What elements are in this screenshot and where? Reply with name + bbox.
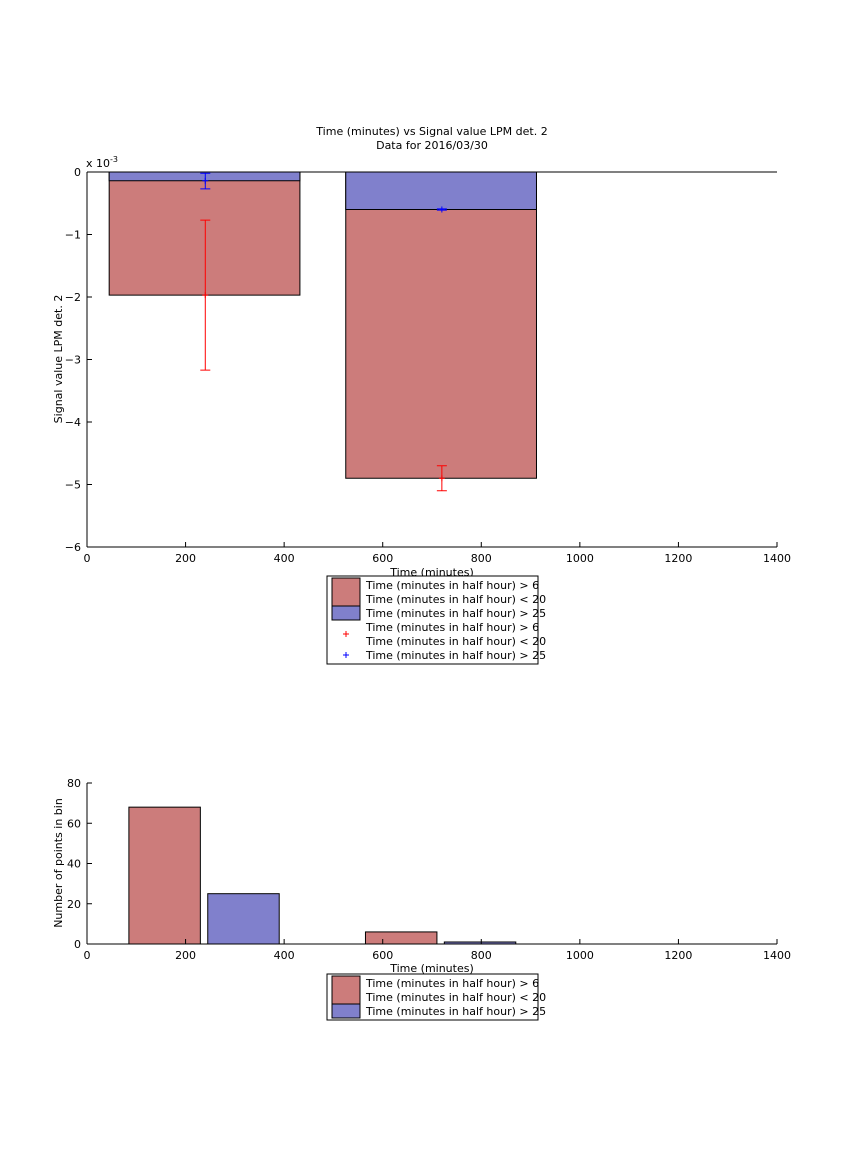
bar-red xyxy=(345,171,537,479)
count-bars xyxy=(128,806,517,945)
y-tick-label: −6 xyxy=(65,541,81,554)
legend-swatch-blue xyxy=(331,605,361,621)
y-tick-label: −1 xyxy=(65,229,81,242)
legend-label: Time (minutes in half hour) > 6 xyxy=(365,621,539,634)
signal-bars xyxy=(108,171,537,479)
y-exponent-base: x 10 xyxy=(86,157,110,170)
legend-box xyxy=(326,575,539,665)
legend-swatch-red xyxy=(331,577,361,607)
x-tick-label: 1000 xyxy=(566,949,594,962)
legend-label: Time (minutes in half hour) > 6 xyxy=(365,579,539,592)
y-tick-label: −5 xyxy=(65,479,81,492)
x-tick-label: 1400 xyxy=(763,949,791,962)
y-tick-label: 20 xyxy=(67,898,81,911)
legend-label: Time (minutes in half hour) > 25 xyxy=(365,1005,546,1018)
x-tick-label: 600 xyxy=(372,949,393,962)
legend-label: Time (minutes in half hour) < 20 xyxy=(365,635,546,648)
signal-chart: Time (minutes) vs Signal value LPM det. … xyxy=(52,125,791,665)
x-tick-label: 200 xyxy=(175,552,196,565)
x-axis-label: Time (minutes) xyxy=(389,962,474,975)
chart-title: Time (minutes) vs Signal value LPM det. … xyxy=(315,125,547,138)
x-tick-label: 200 xyxy=(175,949,196,962)
chart-subtitle: Data for 2016/03/30 xyxy=(376,139,488,152)
bar-red xyxy=(364,931,438,945)
y-tick-label: −3 xyxy=(65,354,81,367)
x-tick-label: 1000 xyxy=(566,552,594,565)
legend-swatch-blue xyxy=(331,1003,361,1019)
y-axis-label: Number of points in bin xyxy=(52,798,65,928)
y-tick-label: 40 xyxy=(67,858,81,871)
x-tick-label: 400 xyxy=(274,949,295,962)
y-tick-label: 0 xyxy=(74,938,81,951)
legend-swatch-red xyxy=(331,975,361,1005)
count-axes: 0 200 400 600 800 1000 1200 1400 0 20 40 60 80 xyxy=(67,777,791,962)
signal-error-bars xyxy=(200,172,447,492)
x-tick-label: 800 xyxy=(471,949,492,962)
y-tick-label: −4 xyxy=(65,416,81,429)
legend-label: Time (minutes in half hour) > 25 xyxy=(365,607,546,620)
x-tick-label: 800 xyxy=(471,552,492,565)
x-tick-label: 0 xyxy=(84,552,91,565)
y-tick-label: 60 xyxy=(67,817,81,830)
legend-label: Time (minutes in half hour) < 20 xyxy=(365,593,546,606)
y-tick-label: 80 xyxy=(67,777,81,790)
bar-red xyxy=(108,171,301,296)
y-tick-label: 0 xyxy=(74,166,81,179)
x-tick-label: 1200 xyxy=(664,949,692,962)
bar-blue xyxy=(345,171,537,210)
count-chart: 0 200 400 600 800 1000 1200 1400 0 20 40 60 80 Time … xyxy=(52,777,791,1021)
legend-label: Time (minutes in half hour) < 20 xyxy=(365,991,546,1004)
x-tick-label: 0 xyxy=(84,949,91,962)
legend-box xyxy=(326,973,539,1021)
y-axis-label: Signal value LPM det. 2 xyxy=(52,295,65,424)
x-tick-label: 400 xyxy=(274,552,295,565)
y-exponent-label: x 10-3 xyxy=(86,155,118,170)
y-tick-label: −2 xyxy=(65,291,81,304)
bar-blue xyxy=(207,893,280,945)
x-tick-label: 600 xyxy=(372,552,393,565)
y-exponent-power: -3 xyxy=(110,155,118,164)
signal-axes: 0 200 400 600 800 1000 1200 1400 0 −1 −2 −3 −4 −5 −6 xyxy=(65,166,791,565)
legend-label: Time (minutes in half hour) > 25 xyxy=(365,649,546,662)
bar-red xyxy=(128,806,201,945)
x-tick-label: 1200 xyxy=(664,552,692,565)
x-tick-label: 1400 xyxy=(763,552,791,565)
legend-label: Time (minutes in half hour) > 6 xyxy=(365,977,539,990)
